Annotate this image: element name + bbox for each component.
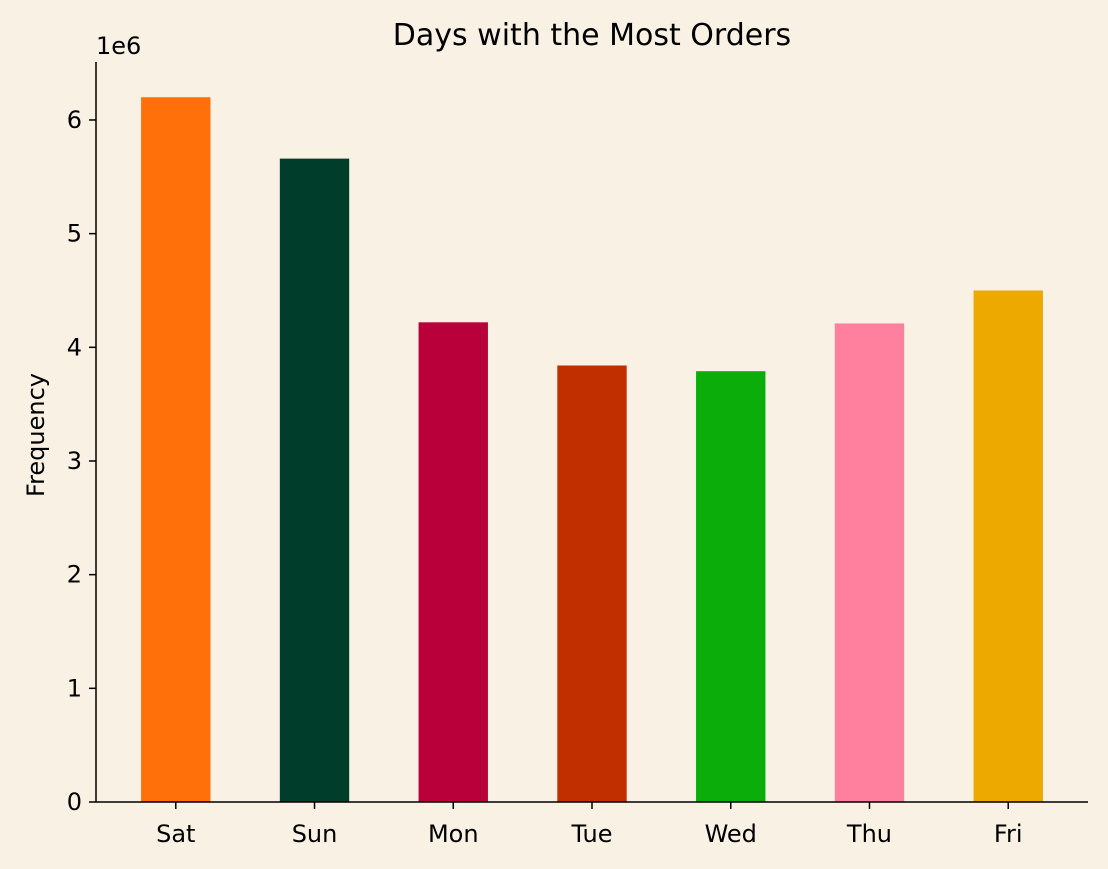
x-tick-label: Sun xyxy=(292,820,338,848)
y-axis-label: Frequency xyxy=(22,373,50,497)
y-tick-label: 3 xyxy=(67,447,82,475)
x-tick-label: Mon xyxy=(428,820,479,848)
x-ticks-group: Sat Sun Mon Tue Wed Thu Fri xyxy=(156,802,1023,848)
bar-tue xyxy=(557,365,627,802)
y-tick-label: 5 xyxy=(67,220,82,248)
y-tick-label: 6 xyxy=(67,106,82,134)
x-tick-label: Wed xyxy=(705,820,757,848)
y-tick-label: 0 xyxy=(67,788,82,816)
y-tick-label: 4 xyxy=(67,333,82,361)
y-tick-label: 1 xyxy=(67,674,82,702)
bars-group xyxy=(141,97,1043,802)
y-ticks-group: 0 1 2 3 4 5 6 xyxy=(67,106,96,816)
bar-wed xyxy=(696,371,766,802)
bar-mon xyxy=(418,322,488,802)
chart-title: Days with the Most Orders xyxy=(393,18,791,53)
x-tick-label: Tue xyxy=(571,820,613,848)
bar-fri xyxy=(973,290,1043,802)
bar-thu xyxy=(834,323,905,802)
x-tick-label: Thu xyxy=(846,820,892,848)
bar-sun xyxy=(279,158,350,802)
x-tick-label: Sat xyxy=(156,820,195,848)
y-scale-offset: 1e6 xyxy=(96,32,141,60)
y-tick-label: 2 xyxy=(67,561,82,589)
bar-sat xyxy=(141,97,211,802)
x-tick-label: Fri xyxy=(994,820,1023,848)
